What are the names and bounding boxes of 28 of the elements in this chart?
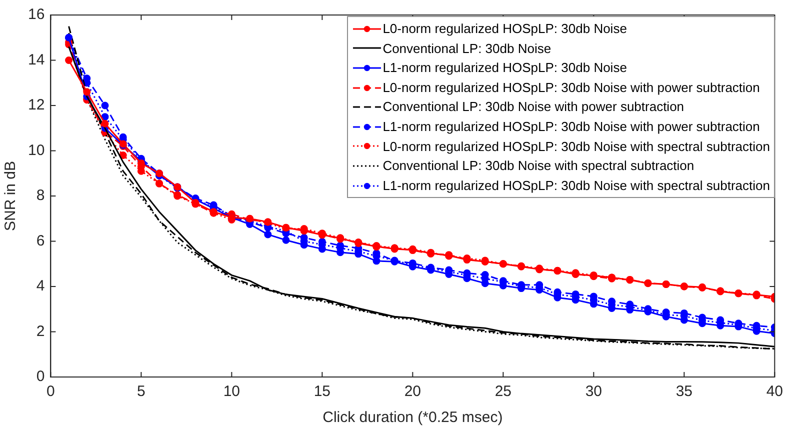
x-tick-label: 25 bbox=[494, 383, 512, 400]
y-tick-label: 2 bbox=[36, 322, 45, 340]
x-axis-title: Click duration (*0.25 msec) bbox=[322, 409, 503, 426]
x-tick-label: 35 bbox=[676, 383, 693, 400]
legend-label: Conventional LP: 30db Noise with spectral subtraction bbox=[382, 157, 694, 176]
x-tick-label: 30 bbox=[585, 383, 602, 400]
legend-label: L0-norm regularized HOSpLP: 30db Noise with power subtraction bbox=[382, 78, 760, 97]
y-tick-label: 14 bbox=[28, 51, 45, 68]
x-tick-label: 40 bbox=[766, 383, 783, 400]
legend-label: L0-norm regularized HOSpLP: 30db Noise bbox=[382, 20, 627, 38]
legend-label: L1-norm regularized HOSpLP: 30db Noise with spectral subtraction bbox=[382, 176, 770, 195]
y-tick-label: 8 bbox=[36, 187, 45, 204]
y-tick-label: 16 bbox=[28, 6, 45, 24]
y-tick-label: 12 bbox=[28, 96, 45, 114]
x-tick-label: 10 bbox=[223, 383, 240, 400]
y-axis-title: SNR in dB bbox=[2, 160, 20, 232]
legend-label: L0-norm regularized HOSpLP: 30db Noise with spectral subtraction bbox=[382, 138, 770, 156]
y-tick-label: 6 bbox=[36, 232, 45, 250]
legend-label: Conventional LP: 30db Noise bbox=[382, 40, 552, 58]
x-tick-label: 15 bbox=[314, 383, 331, 400]
y-tick-label: 0 bbox=[36, 368, 45, 386]
legend-label: Conventional LP: 30db Noise with power subtraction bbox=[382, 98, 684, 116]
legend-label: L1-norm regularized HOSpLP: 30db Noise bbox=[382, 59, 627, 78]
x-tick-label: 5 bbox=[137, 383, 146, 400]
x-tick-label: 20 bbox=[404, 383, 422, 400]
y-tick-label: 10 bbox=[28, 142, 45, 159]
legend-label: L1-norm regularized HOSpLP: 30db Noise with power subtraction bbox=[382, 118, 760, 136]
y-tick-label: 4 bbox=[36, 278, 45, 295]
